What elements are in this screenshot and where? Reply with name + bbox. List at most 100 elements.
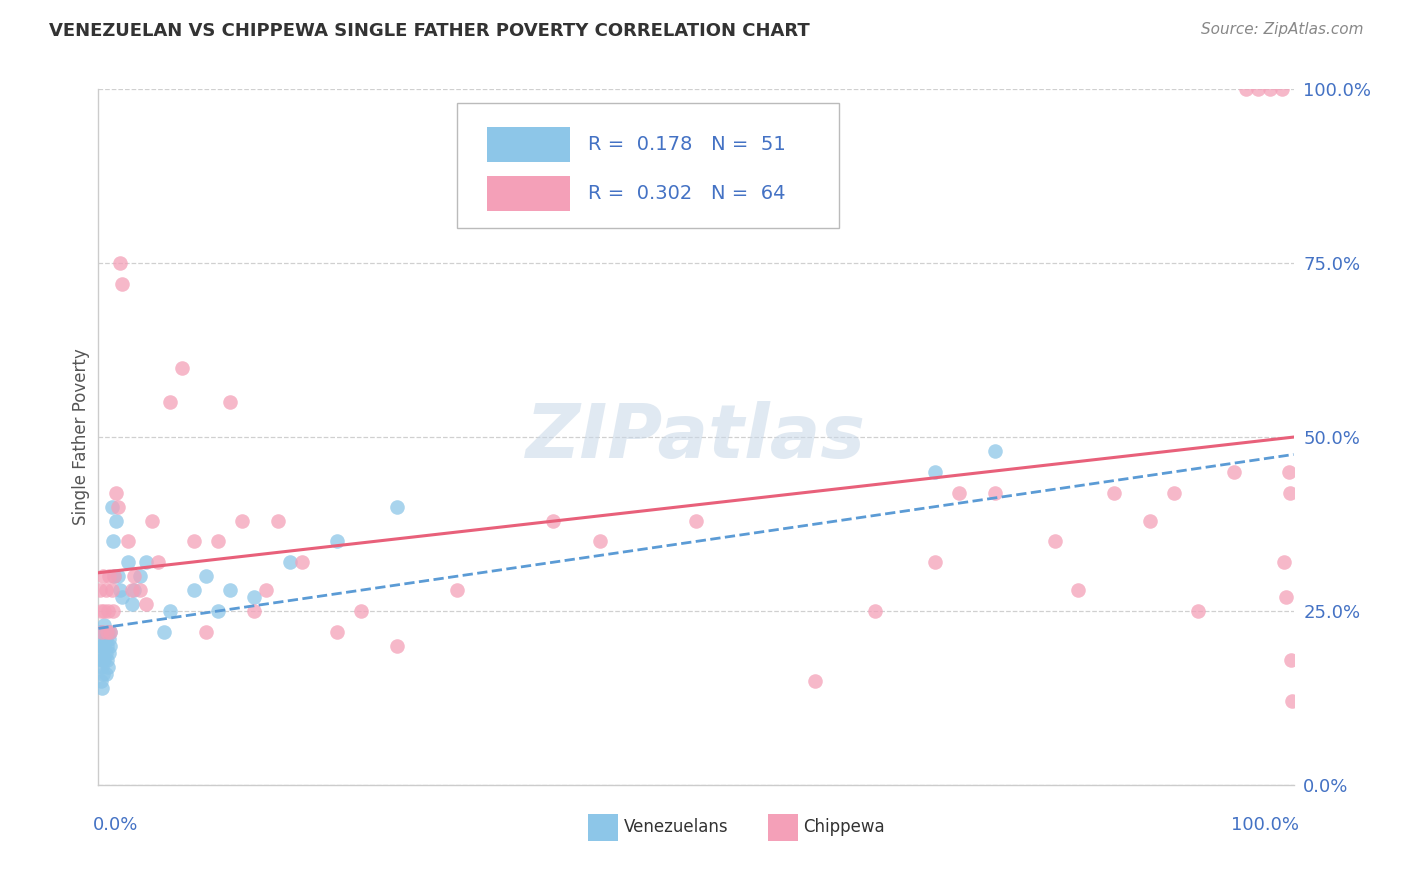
Point — [1234, 82, 1257, 96]
Point — [1278, 465, 1301, 479]
Point — [107, 569, 129, 583]
Point — [100, 500, 122, 514]
Point — [984, 485, 1007, 500]
Text: VENEZUELAN VS CHIPPEWA SINGLE FATHER POVERTY CORRELATION CHART: VENEZUELAN VS CHIPPEWA SINGLE FATHER POV… — [49, 22, 810, 40]
Point — [685, 514, 707, 528]
Point — [90, 604, 112, 618]
Point — [91, 653, 114, 667]
Point — [91, 666, 114, 681]
Point — [96, 639, 118, 653]
Text: ZIPatlas: ZIPatlas — [526, 401, 866, 474]
FancyBboxPatch shape — [457, 103, 839, 228]
Point — [1247, 82, 1270, 96]
Point — [93, 653, 115, 667]
Point — [98, 646, 121, 660]
Point — [1275, 590, 1298, 604]
Point — [267, 514, 290, 528]
Point — [541, 514, 564, 528]
Point — [1104, 485, 1126, 500]
Point — [219, 583, 242, 598]
Y-axis label: Single Father Poverty: Single Father Poverty — [72, 349, 90, 525]
Point — [97, 624, 120, 639]
Point — [326, 624, 349, 639]
Point — [278, 555, 301, 569]
Point — [103, 569, 125, 583]
Point — [446, 583, 468, 598]
Text: R =  0.302   N =  64: R = 0.302 N = 64 — [589, 184, 786, 203]
Point — [1067, 583, 1090, 598]
Point — [93, 618, 115, 632]
Point — [91, 624, 114, 639]
Point — [90, 673, 112, 688]
Point — [385, 639, 409, 653]
Text: Source: ZipAtlas.com: Source: ZipAtlas.com — [1201, 22, 1364, 37]
Point — [1043, 534, 1066, 549]
Text: Venezuelans: Venezuelans — [624, 818, 728, 836]
Point — [129, 583, 152, 598]
Point — [231, 514, 253, 528]
Point — [207, 534, 229, 549]
Point — [350, 604, 373, 618]
Point — [101, 534, 124, 549]
Point — [94, 632, 117, 646]
Point — [1223, 465, 1246, 479]
Point — [135, 597, 157, 611]
Point — [589, 534, 612, 549]
Point — [108, 583, 131, 598]
Point — [96, 653, 118, 667]
Point — [101, 604, 124, 618]
Point — [100, 583, 122, 598]
Point — [865, 604, 887, 618]
Point — [90, 624, 112, 639]
Point — [91, 646, 114, 660]
Point — [105, 514, 128, 528]
Point — [91, 681, 114, 695]
Point — [183, 583, 205, 598]
Point — [141, 514, 163, 528]
Point — [94, 646, 117, 660]
FancyBboxPatch shape — [768, 814, 797, 840]
Point — [89, 624, 111, 639]
Point — [111, 277, 134, 291]
Point — [91, 659, 114, 673]
Point — [117, 534, 139, 549]
Point — [159, 395, 181, 409]
Point — [1163, 485, 1185, 500]
Point — [291, 555, 314, 569]
Point — [117, 555, 139, 569]
Point — [1281, 694, 1303, 708]
Point — [1187, 604, 1209, 618]
Point — [385, 500, 409, 514]
Point — [129, 569, 152, 583]
Point — [948, 485, 970, 500]
Point — [91, 639, 114, 653]
Point — [96, 624, 118, 639]
Point — [90, 653, 112, 667]
Point — [89, 639, 111, 653]
Point — [254, 583, 277, 598]
Point — [93, 639, 115, 653]
Point — [124, 583, 146, 598]
Text: 100.0%: 100.0% — [1232, 816, 1299, 834]
Point — [195, 569, 218, 583]
Point — [93, 604, 115, 618]
Point — [984, 444, 1007, 458]
Point — [1272, 555, 1295, 569]
Point — [98, 632, 121, 646]
Point — [98, 624, 122, 639]
Point — [98, 569, 121, 583]
Point — [1139, 514, 1161, 528]
Point — [183, 534, 205, 549]
Point — [124, 569, 146, 583]
FancyBboxPatch shape — [589, 814, 619, 840]
Point — [159, 604, 181, 618]
Point — [98, 639, 122, 653]
Point — [153, 624, 176, 639]
Point — [172, 360, 194, 375]
Point — [195, 624, 218, 639]
Point — [243, 590, 266, 604]
FancyBboxPatch shape — [486, 128, 571, 162]
Point — [219, 395, 242, 409]
Text: 0.0%: 0.0% — [93, 816, 138, 834]
Point — [121, 597, 143, 611]
